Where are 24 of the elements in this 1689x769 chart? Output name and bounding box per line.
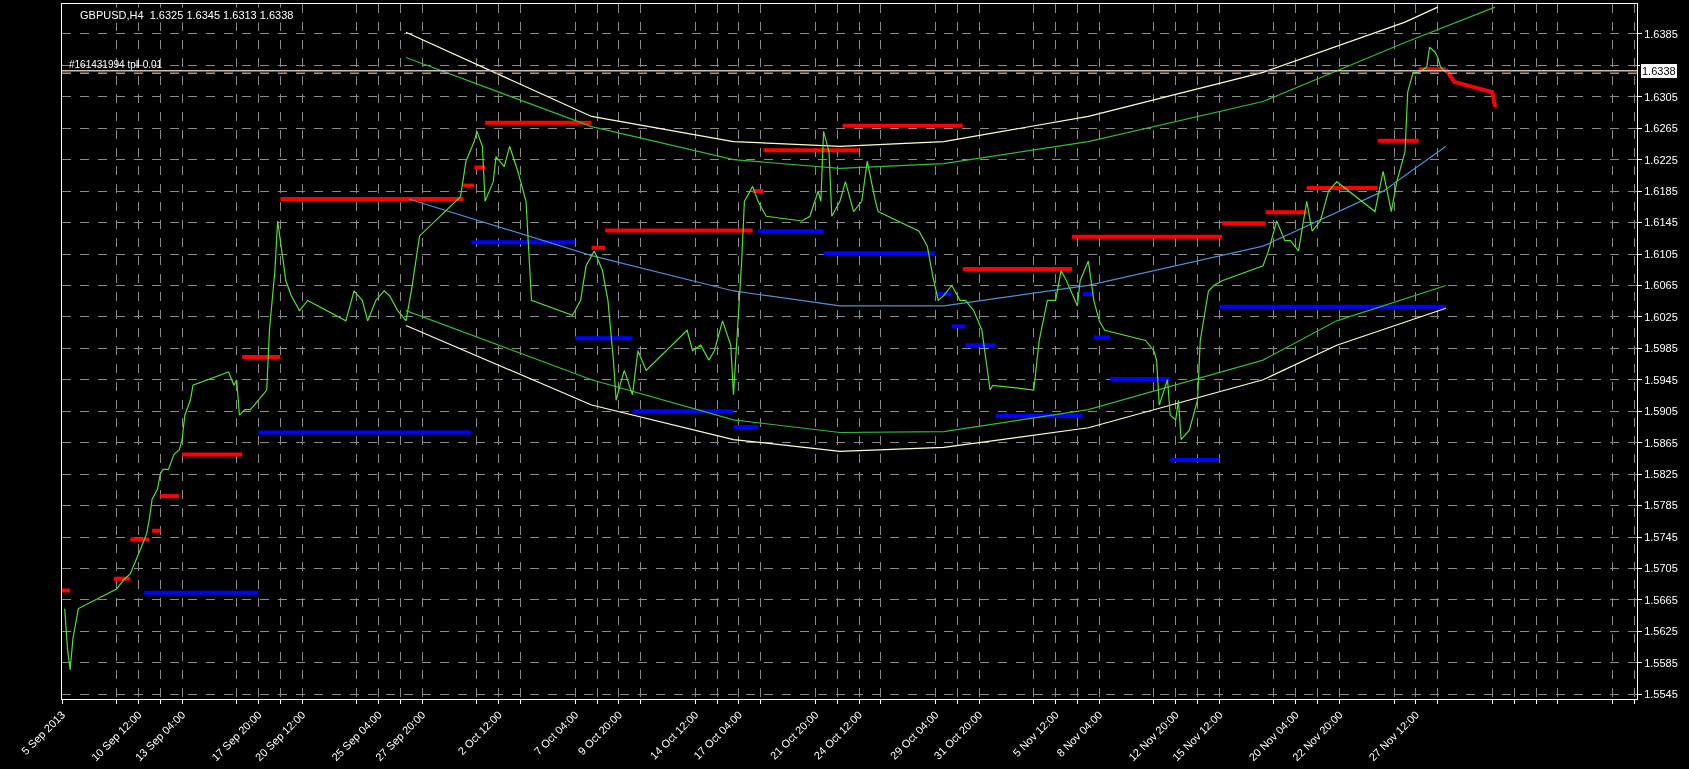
ref-line-label: #161431994 tp‖ 0.01 [69,59,163,70]
y-tick-label: 1.6185 [1644,184,1678,197]
ref-line-label: 1.6338 [1642,65,1676,77]
y-tick-label: 1.5705 [1644,562,1678,575]
y-tick-label: 1.5745 [1644,530,1678,543]
y-tick-label: 1.5785 [1644,499,1678,512]
y-tick-label: 1.5545 [1644,688,1678,701]
y-tick-label: 1.6105 [1644,247,1678,260]
y-tick-label: 1.5945 [1644,373,1678,386]
y-tick-label: 1.5865 [1644,436,1678,449]
y-tick-label: 1.5825 [1644,468,1678,480]
y-tick-label: 1.5625 [1644,625,1678,638]
y-tick-label: 1.6305 [1644,90,1678,103]
y-tick-label: 1.6065 [1644,279,1678,292]
y-tick-label: 1.6385 [1644,27,1678,40]
y-tick-label: 1.6025 [1644,310,1678,323]
y-tick-label: 1.6145 [1644,216,1678,229]
y-tick-label: 1.5585 [1644,656,1678,669]
y-tick-label: 1.5905 [1644,405,1678,418]
y-tick-label: 1.6265 [1644,122,1678,135]
chart-title: GBPUSD,H4 1.6325 1.6345 1.6313 1.6338 [80,9,294,21]
y-tick-label: 1.5985 [1644,342,1678,355]
y-tick-label: 1.6225 [1644,153,1678,166]
y-tick-label: 1.5665 [1644,593,1678,606]
